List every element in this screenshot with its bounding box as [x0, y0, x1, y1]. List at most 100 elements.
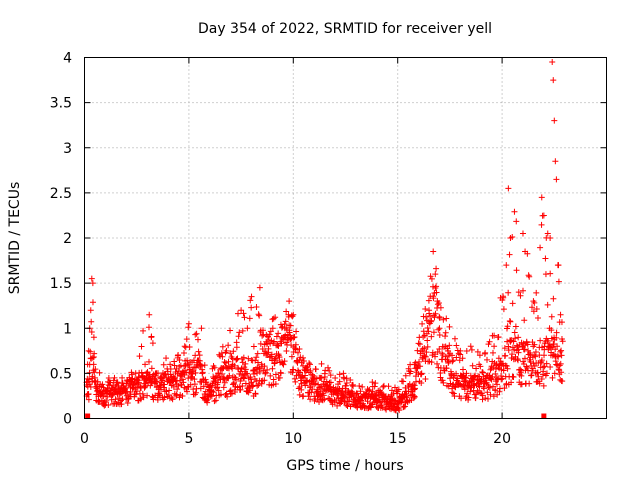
data-point — [395, 405, 402, 412]
data-point — [262, 369, 269, 376]
data-point — [250, 343, 257, 350]
data-point — [424, 337, 431, 344]
data-point — [407, 368, 414, 375]
data-point — [128, 371, 135, 378]
data-point — [242, 360, 249, 367]
data-point — [105, 401, 112, 408]
data-point — [171, 374, 178, 381]
data-point — [175, 352, 182, 359]
data-point — [432, 310, 439, 317]
data-point — [391, 384, 398, 391]
data-point — [307, 382, 314, 389]
x-axis-label: GPS time / hours — [286, 458, 403, 474]
data-point — [400, 378, 407, 385]
x-tick-label: 20 — [493, 431, 511, 447]
data-point — [240, 374, 247, 381]
data-point — [261, 363, 268, 370]
data-point — [239, 383, 246, 390]
data-point — [145, 358, 152, 365]
data-point — [460, 366, 467, 373]
data-point — [491, 332, 498, 339]
data-point — [443, 315, 450, 322]
data-point — [228, 353, 235, 360]
data-point — [537, 337, 544, 344]
data-point — [270, 381, 277, 388]
data-point — [379, 404, 386, 411]
data-point — [521, 317, 528, 324]
data-point — [433, 289, 440, 296]
data-point — [236, 371, 243, 378]
data-point — [161, 381, 168, 388]
data-point — [233, 344, 240, 351]
data-point — [369, 388, 376, 395]
data-point — [220, 384, 227, 391]
data-point — [286, 332, 293, 339]
data-point — [199, 366, 206, 373]
data-point — [462, 375, 469, 382]
data-point — [531, 341, 538, 348]
data-point — [507, 235, 514, 241]
data-point — [503, 262, 510, 269]
data-point — [491, 343, 498, 350]
data-point — [515, 349, 522, 356]
data-point — [256, 284, 263, 291]
data-point — [202, 388, 209, 395]
data-point — [428, 359, 435, 366]
data-point — [505, 185, 512, 192]
data-point — [204, 399, 211, 406]
data-point — [265, 345, 272, 352]
x-tick-label: 0 — [80, 431, 89, 447]
data-point — [437, 304, 444, 311]
data-point — [525, 272, 532, 279]
data-point — [543, 370, 550, 377]
data-point — [254, 382, 261, 389]
data-point — [553, 176, 560, 183]
data-point — [91, 374, 98, 381]
data-point — [543, 360, 550, 367]
data-point — [511, 208, 518, 215]
data-point — [427, 313, 434, 320]
data-point — [347, 377, 354, 384]
data-point — [321, 374, 328, 381]
data-point — [482, 395, 489, 402]
data-point — [90, 334, 97, 341]
data-point — [534, 369, 541, 376]
data-point — [262, 370, 269, 377]
data-point — [495, 355, 502, 362]
data-point — [292, 341, 299, 348]
data-point — [86, 376, 93, 383]
data-point — [442, 353, 449, 360]
data-point — [247, 387, 254, 394]
data-point — [200, 383, 207, 390]
data-point — [553, 334, 560, 341]
data-point — [234, 310, 241, 317]
data-point — [167, 365, 174, 372]
data-point — [433, 265, 440, 272]
data-point — [556, 362, 563, 369]
data-point — [524, 341, 531, 348]
data-point — [510, 373, 517, 380]
data-point — [228, 390, 235, 397]
data-point — [149, 393, 156, 400]
data-point — [535, 373, 542, 380]
data-point — [530, 298, 537, 305]
data-point — [469, 362, 476, 369]
y-tick-label: 0.5 — [50, 366, 72, 382]
data-point — [259, 332, 266, 339]
data-point — [531, 352, 538, 359]
data-point — [550, 77, 557, 84]
x-tick-label: 15 — [389, 431, 407, 447]
data-point — [317, 384, 324, 391]
data-point — [180, 379, 187, 386]
data-point — [175, 382, 182, 389]
data-point — [148, 334, 155, 341]
data-point — [555, 262, 562, 269]
data-point — [202, 379, 209, 386]
data-point — [322, 367, 329, 374]
data-point — [559, 338, 566, 345]
data-point — [526, 380, 533, 387]
data-point — [424, 325, 431, 332]
data-point — [92, 366, 99, 373]
data-point — [549, 374, 556, 381]
data-point — [136, 353, 143, 360]
